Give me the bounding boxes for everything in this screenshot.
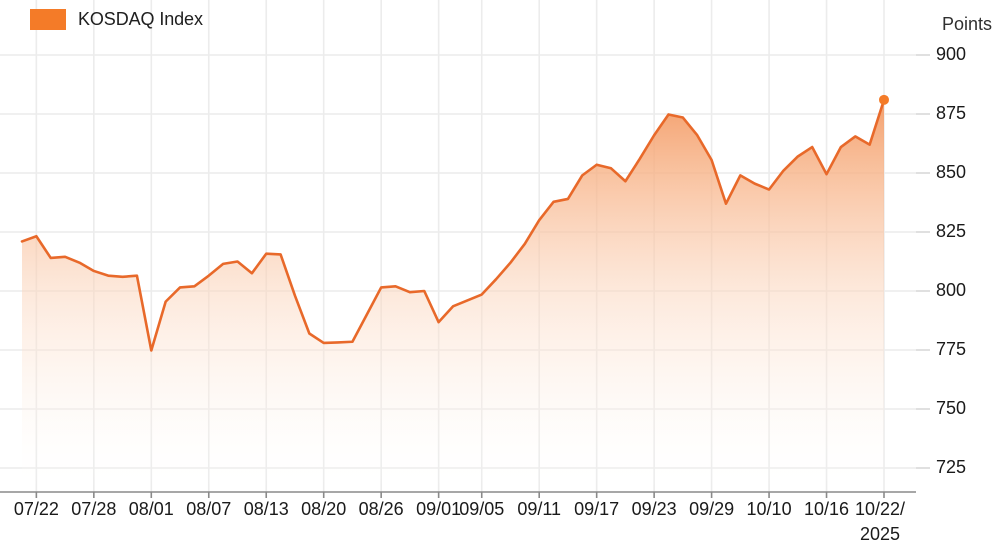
y-tick-825: 825	[936, 221, 966, 241]
y-axis-tick-labels: 725 750 775 800 825 850 875 900	[916, 44, 966, 477]
y-tick-775: 775	[936, 339, 966, 359]
x-tick-label: 09/23	[632, 499, 677, 519]
x-tick-label: 10/16	[804, 499, 849, 519]
axis-lines	[0, 491, 916, 498]
x-tick-label: 08/07	[186, 499, 231, 519]
x-tick-label: 2025	[860, 524, 900, 544]
y-tick-725: 725	[936, 457, 966, 477]
x-tick-label: 09/17	[574, 499, 619, 519]
x-tick-label: 08/13	[244, 499, 289, 519]
chart-legend: KOSDAQ Index	[30, 9, 203, 30]
y-tick-750: 750	[936, 398, 966, 418]
x-tick-label: 09/11	[517, 499, 561, 519]
y-tick-900: 900	[936, 44, 966, 64]
x-tick-label: 08/20	[301, 499, 346, 519]
area-fill	[22, 99, 884, 492]
x-tick-label: 07/28	[71, 499, 116, 519]
x-tick-label: 09/01	[416, 499, 461, 519]
x-tick-label: 08/01	[129, 499, 174, 519]
end-point-marker	[879, 94, 889, 105]
x-tick-label: 07/22	[14, 499, 59, 519]
x-tick-label: 10/10	[747, 499, 792, 519]
y-axis-unit-label: Points	[941, 14, 992, 34]
x-tick-label: 10/22/	[855, 499, 905, 519]
y-tick-875: 875	[936, 103, 966, 123]
y-tick-850: 850	[936, 162, 966, 182]
series-line	[20, 98, 886, 352]
x-tick-label: 08/26	[359, 499, 404, 519]
legend-label: KOSDAQ Index	[78, 9, 203, 29]
x-axis-tick-labels: 07/22 07/28 08/01 08/07 08/13 08/20 08/26 09/01…	[14, 499, 905, 544]
x-tick-label: 09/05	[459, 499, 504, 519]
y-tick-800: 800	[936, 280, 966, 300]
x-tick-label: 09/29	[689, 499, 734, 519]
legend-swatch-icon	[30, 9, 66, 30]
